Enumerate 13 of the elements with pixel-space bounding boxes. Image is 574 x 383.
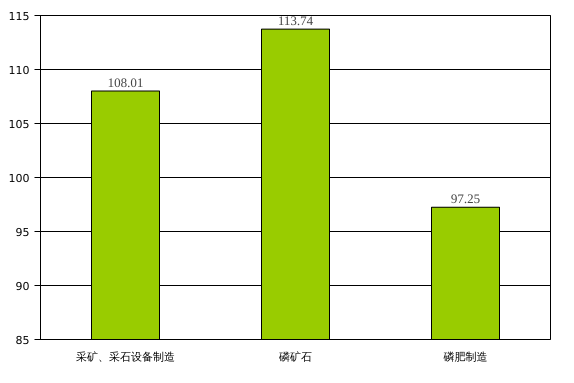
y-tick-label: 90 [16,280,30,293]
x-tick-label: 磷矿石 [278,350,312,364]
x-tick-label: 采矿、采石设备制造 [76,350,175,364]
y-tick-label: 100 [8,172,30,185]
data-label: 97.25 [450,191,480,206]
y-tick-label: 115 [8,10,30,23]
x-tick-label: 磷肥制造 [442,350,488,364]
y-tick-label: 85 [16,334,30,347]
y-tick-label: 95 [16,226,30,239]
y-tick-label: 110 [8,64,30,77]
y-tick-label: 105 [8,118,30,131]
data-label: 113.74 [278,13,314,28]
data-label: 108.01 [108,74,144,90]
